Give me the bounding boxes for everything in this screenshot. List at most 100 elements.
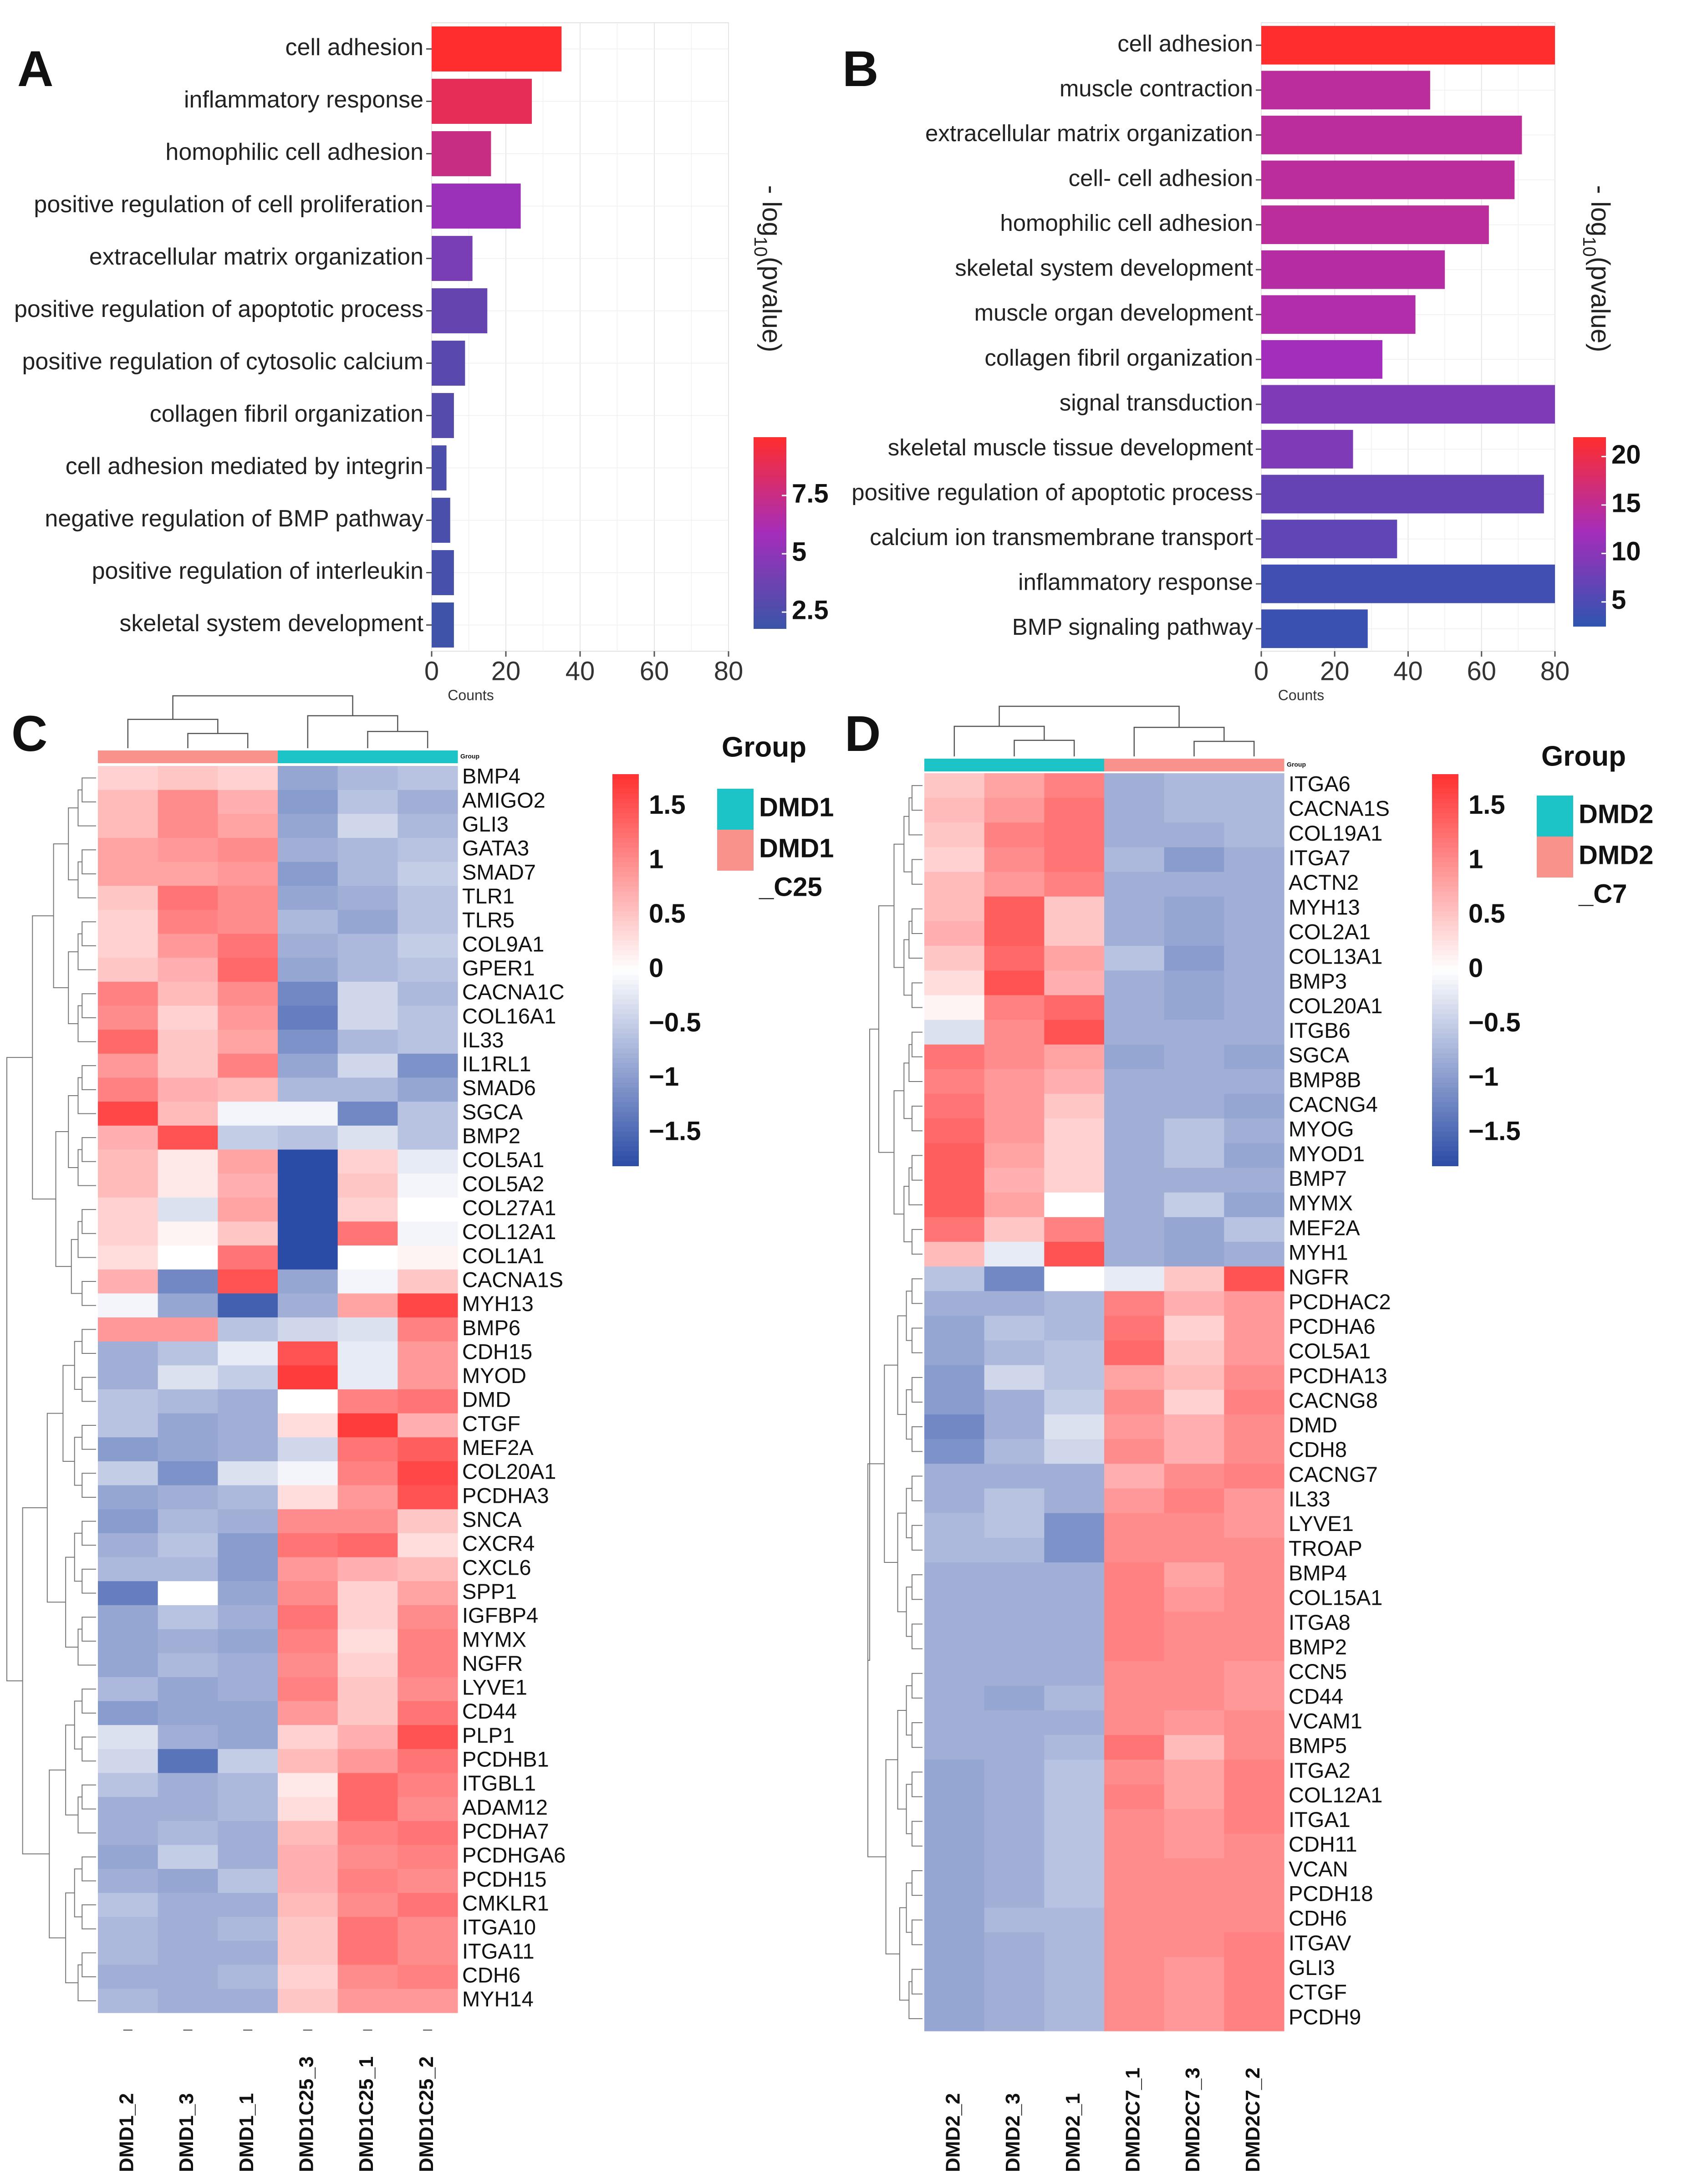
colorbar-segment — [754, 507, 786, 511]
colorbar-segment — [1573, 538, 1606, 542]
colorbar-segment — [754, 530, 786, 533]
scale-bar-segment — [1432, 892, 1458, 897]
heatmap-cell — [1104, 1735, 1165, 1760]
heatmap-cell — [98, 1221, 158, 1246]
scale-bar-segment — [612, 1082, 639, 1088]
scale-bar-segment — [1432, 999, 1458, 1005]
scale-bar-segment — [612, 926, 639, 931]
heatmap-cell — [1044, 1414, 1105, 1439]
colorbar-segment — [1573, 569, 1606, 573]
scale-bar-segment — [1432, 955, 1458, 961]
colorbar-segment — [754, 574, 786, 578]
heatmap-cell — [1224, 1809, 1284, 1834]
heatmap-cell — [1104, 1094, 1165, 1119]
row-label: PCDHA3 — [462, 1483, 549, 1507]
colorbar-segment — [1573, 490, 1606, 495]
heatmap-cell — [924, 1020, 985, 1045]
heatmap-cell — [984, 946, 1045, 971]
scale-bar-segment — [612, 877, 639, 883]
heatmap-cell — [924, 1094, 985, 1119]
heatmap-cell — [278, 1077, 338, 1102]
heatmap-cell — [1164, 1685, 1224, 1711]
heatmap-cell — [984, 2006, 1045, 2031]
row-dendrogram-branch — [77, 1005, 96, 1042]
colorbar-segment — [1573, 510, 1606, 513]
row-label: CTGF — [462, 1411, 520, 1435]
heatmap-cell — [98, 1077, 158, 1102]
heatmap-cell — [924, 1735, 985, 1760]
colorbar-segment — [1573, 566, 1606, 570]
bar — [1261, 385, 1555, 424]
scale-bar-segment — [1432, 1151, 1458, 1157]
heatmap-cell — [278, 1581, 338, 1606]
heatmap-cell — [218, 1989, 278, 2013]
row-dendrogram-branch — [55, 1131, 71, 1267]
heatmap-cell — [1224, 1316, 1284, 1341]
heatmap-cell — [98, 1317, 158, 1342]
row-dendrogram-branch — [911, 1155, 922, 1181]
row-dendrogram-branch — [906, 1389, 912, 1440]
heatmap-cell — [218, 1653, 278, 1678]
row-label: LYVE1 — [462, 1675, 527, 1699]
colorbar-segment — [754, 514, 786, 517]
heatmap-cell — [218, 1125, 278, 1150]
heatmap-cell — [984, 921, 1045, 946]
x-axis-label: Counts — [448, 687, 494, 703]
heatmap-cell — [337, 1053, 398, 1078]
heatmap-cell — [158, 1077, 218, 1102]
heatmap-cell — [158, 862, 218, 886]
heatmap-cell — [278, 1389, 338, 1414]
colorbar-segment — [754, 609, 786, 613]
scale-bar-segment — [612, 862, 639, 868]
colorbar-tick-label: 5 — [1611, 585, 1626, 615]
scale-bar-segment — [612, 867, 639, 873]
heatmap-cell — [1104, 1118, 1165, 1143]
heatmap-cell — [278, 1917, 338, 1941]
colorbar-segment — [754, 488, 786, 492]
row-label: MYH13 — [462, 1291, 534, 1316]
heatmap-cell — [1224, 1932, 1284, 1958]
row-label: COL9A1 — [462, 932, 544, 956]
row-dendrogram-branch — [65, 1725, 78, 1816]
heatmap-cell — [1044, 970, 1105, 996]
heatmap-cell — [158, 1965, 218, 1989]
scale-bar-segment — [612, 921, 639, 927]
heatmap-cell — [1224, 872, 1284, 897]
heatmap-cell — [398, 1677, 458, 1702]
scale-bar-segment — [612, 931, 639, 936]
heatmap-cell — [398, 862, 458, 886]
heatmap-cell — [1164, 1316, 1224, 1341]
heatmap-cell — [1224, 1069, 1284, 1094]
scale-bar-segment — [1432, 1072, 1458, 1078]
scale-bar-segment — [612, 892, 639, 897]
heatmap-cell — [1224, 1464, 1284, 1489]
heatmap-cell — [158, 1053, 218, 1078]
heatmap-cell — [1104, 1266, 1165, 1291]
scale-bar-segment — [612, 1072, 639, 1078]
heatmap-cell — [158, 1197, 218, 1222]
bar — [432, 602, 454, 648]
heatmap-cell — [1044, 1389, 1105, 1415]
heatmap-cell — [1104, 1981, 1165, 2007]
heatmap-cell — [1224, 1118, 1284, 1143]
scale-tick-label: −0.5 — [649, 1008, 701, 1037]
heatmap-cell — [98, 1845, 158, 1869]
heatmap-cell — [98, 766, 158, 791]
colorbar-segment — [1573, 443, 1606, 447]
row-dendrogram-branch — [906, 1587, 912, 1637]
scale-bar-segment — [1432, 794, 1458, 799]
heatmap-cell — [278, 1485, 338, 1510]
heatmap-cell — [158, 1821, 218, 1846]
row-dendrogram-branch — [867, 1463, 886, 1857]
row-dendrogram-branch — [77, 1964, 96, 2001]
row-dendrogram-branch — [911, 1722, 922, 1748]
colorbar-tick-label: 2.5 — [792, 595, 829, 625]
scale-bar-segment — [612, 1043, 639, 1049]
colorbar-title-end: (pvalue) — [1585, 257, 1615, 352]
heatmap-cell — [1044, 773, 1105, 798]
heatmap-cell — [98, 1245, 158, 1270]
category-label: positive regulation of interleukin — [92, 558, 423, 584]
row-label: COL20A1 — [462, 1459, 556, 1484]
heatmap-cell — [1224, 970, 1284, 996]
colorbar-segment — [754, 555, 786, 559]
